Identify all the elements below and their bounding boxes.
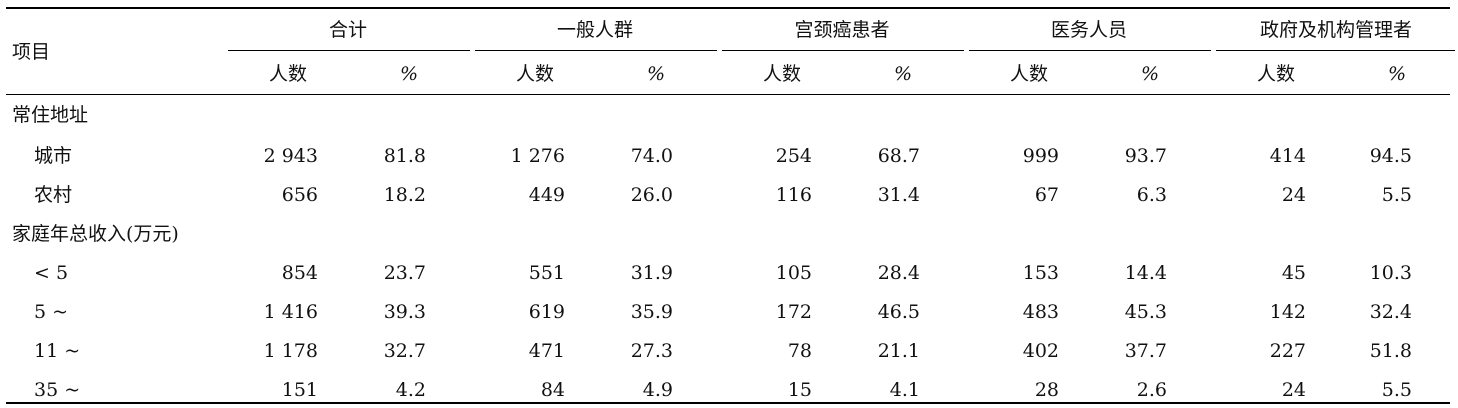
percent-cell: 93.7 [1124, 145, 1167, 167]
percent-cell: 6.3 [1136, 184, 1167, 206]
percent-cell: 2.6 [1136, 379, 1167, 401]
count-cell: 24 [1281, 379, 1306, 401]
count-cell: 142 [1269, 301, 1306, 323]
percent-subheader: % [893, 63, 913, 85]
group-header: 一般人群 [556, 19, 633, 41]
percent-cell: 94.5 [1369, 145, 1412, 167]
percent-cell: 26.0 [630, 184, 673, 206]
percent-cell: 5.5 [1381, 184, 1412, 206]
group-underline [722, 50, 964, 51]
count-cell: 1 178 [263, 340, 318, 362]
group-underline [969, 50, 1211, 51]
row-label: < 5 [34, 262, 69, 284]
count-cell: 151 [281, 379, 318, 401]
percent-cell: 4.2 [395, 379, 426, 401]
percent-cell: 81.8 [383, 145, 426, 167]
section-label: 常住地址 [12, 104, 89, 126]
count-cell: 402 [1022, 340, 1059, 362]
percent-cell: 10.3 [1369, 262, 1412, 284]
count-cell: 619 [528, 301, 565, 323]
percent-cell: 39.3 [383, 301, 426, 323]
count-cell: 483 [1022, 301, 1059, 323]
count-subheader: 人数 [762, 63, 801, 85]
count-subheader: 人数 [1009, 63, 1048, 85]
count-cell: 471 [528, 340, 565, 362]
percent-cell: 31.4 [877, 184, 920, 206]
percent-cell: 21.1 [877, 340, 920, 362]
percent-cell: 32.7 [383, 340, 426, 362]
count-cell: 78 [787, 340, 812, 362]
count-subheader: 人数 [1256, 63, 1295, 85]
count-cell: 45 [1281, 262, 1306, 284]
count-cell: 172 [775, 301, 812, 323]
count-cell: 15 [787, 379, 812, 401]
percent-cell: 46.5 [877, 301, 920, 323]
count-cell: 414 [1269, 145, 1306, 167]
row-label: 城市 [34, 145, 73, 167]
header-rule [6, 94, 1450, 95]
percent-subheader: % [1140, 63, 1160, 85]
percent-cell: 4.1 [889, 379, 920, 401]
top-rule [6, 7, 1450, 9]
percent-cell: 32.4 [1369, 301, 1412, 323]
percent-cell: 37.7 [1124, 340, 1167, 362]
percent-subheader: % [1387, 63, 1407, 85]
percent-cell: 23.7 [383, 262, 426, 284]
count-cell: 153 [1022, 262, 1059, 284]
group-header: 医务人员 [1050, 19, 1127, 41]
section-label: 家庭年总收入(万元) [12, 223, 179, 245]
group-underline [475, 50, 717, 51]
count-cell: 24 [1281, 184, 1306, 206]
count-cell: 1 276 [510, 145, 565, 167]
row-label: 11 ~ [34, 340, 81, 362]
percent-cell: 45.3 [1124, 301, 1167, 323]
bottom-rule [6, 402, 1450, 404]
count-cell: 116 [775, 184, 812, 206]
count-cell: 28 [1034, 379, 1059, 401]
count-cell: 551 [528, 262, 565, 284]
count-cell: 105 [775, 262, 812, 284]
count-subheader: 人数 [268, 63, 307, 85]
percent-cell: 28.4 [877, 262, 920, 284]
percent-cell: 35.9 [630, 301, 673, 323]
count-cell: 854 [281, 262, 318, 284]
percent-cell: 4.9 [642, 379, 673, 401]
percent-cell: 68.7 [877, 145, 920, 167]
count-cell: 999 [1022, 145, 1059, 167]
count-cell: 449 [528, 184, 565, 206]
count-cell: 227 [1269, 340, 1306, 362]
count-subheader: 人数 [515, 63, 554, 85]
row-label: 农村 [34, 184, 73, 206]
group-underline [1216, 50, 1455, 51]
group-header: 政府及机构管理者 [1259, 19, 1412, 41]
percent-cell: 5.5 [1381, 379, 1412, 401]
item-column-header: 项目 [12, 41, 51, 63]
count-cell: 84 [540, 379, 565, 401]
percent-cell: 31.9 [630, 262, 673, 284]
group-header: 宫颈癌患者 [794, 19, 890, 41]
count-cell: 656 [281, 184, 318, 206]
row-label: 35 ~ [34, 379, 81, 401]
count-cell: 2 943 [263, 145, 318, 167]
percent-cell: 27.3 [630, 340, 673, 362]
percent-cell: 18.2 [383, 184, 426, 206]
percent-cell: 74.0 [630, 145, 673, 167]
row-label: 5 ~ [34, 301, 69, 323]
percent-cell: 14.4 [1124, 262, 1167, 284]
percent-subheader: % [399, 63, 419, 85]
group-header: 合计 [328, 19, 367, 41]
count-cell: 1 416 [263, 301, 318, 323]
count-cell: 254 [775, 145, 812, 167]
group-underline [228, 50, 470, 51]
count-cell: 67 [1034, 184, 1059, 206]
percent-cell: 51.8 [1369, 340, 1412, 362]
percent-subheader: % [646, 63, 666, 85]
